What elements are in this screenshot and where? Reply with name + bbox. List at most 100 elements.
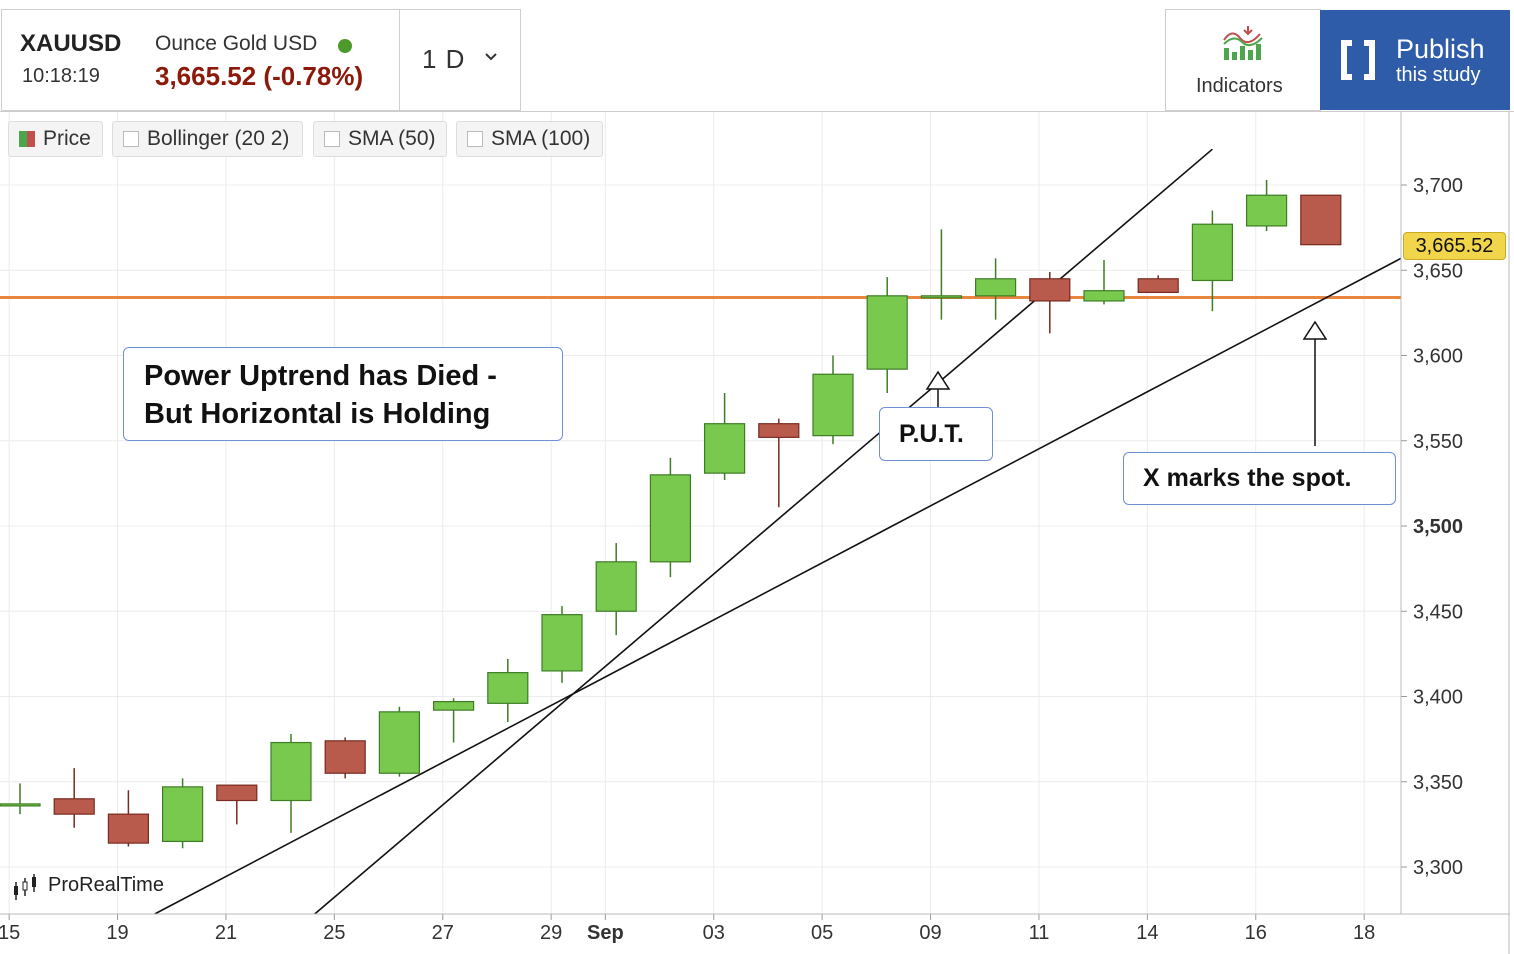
candle-down — [1029, 271, 1071, 334]
candle-down — [324, 737, 366, 779]
candle-body — [107, 813, 150, 844]
candle-body — [649, 474, 692, 563]
chart-grid — [0, 112, 1401, 914]
candle-body — [595, 561, 637, 612]
checkbox-icon[interactable] — [467, 131, 483, 147]
candle-up — [920, 229, 963, 320]
candle-body — [433, 701, 475, 711]
annotation-uptrend-died[interactable]: Power Uptrend has Died - But Horizontal … — [123, 347, 563, 441]
y-tick-label: 3,400 — [1413, 687, 1463, 709]
quote-time: 10:18:19 — [22, 65, 100, 87]
candle-body — [1083, 290, 1125, 302]
legend-label: SMA (100) — [491, 127, 591, 150]
symbol-ticker: XAUUSD — [20, 30, 122, 57]
trendline — [314, 148, 1213, 915]
checkbox-icon[interactable] — [123, 131, 139, 147]
indicators-icon — [1223, 26, 1263, 60]
x-tick-label: 15 — [0, 922, 20, 944]
annotation-text: X marks the spot. — [1143, 464, 1352, 492]
x-tick-label: 27 — [432, 922, 454, 944]
annotation-text: P.U.T. — [899, 420, 964, 448]
candle-up — [541, 606, 583, 683]
candle-body — [541, 614, 583, 672]
x-tick-label: 09 — [919, 922, 941, 944]
x-spot-arrow — [1302, 320, 1328, 446]
candle-up — [703, 393, 746, 480]
candle-down — [216, 784, 258, 825]
last-price-change: 3,665.52 (-0.78%) — [155, 61, 364, 91]
candle-body — [1137, 278, 1179, 294]
x-tick-label: 05 — [811, 922, 833, 944]
trendlines — [154, 148, 1402, 915]
candle-up — [649, 457, 692, 578]
x-tick-label: 18 — [1353, 922, 1375, 944]
annotation-x-marks-spot[interactable]: X marks the spot. — [1123, 452, 1396, 505]
publish-label: Publish — [1396, 34, 1485, 64]
candle-body — [703, 423, 746, 474]
candle-down — [53, 768, 95, 828]
candle-body — [216, 784, 258, 802]
legend-sma-100[interactable]: SMA (100) — [456, 121, 603, 157]
candle-up — [1083, 260, 1125, 305]
put-arrow — [925, 370, 951, 407]
legend-price[interactable]: Price — [8, 121, 103, 157]
y-tick-label: 3,700 — [1413, 175, 1463, 197]
toolbar-divider — [0, 111, 1514, 112]
price-swatch-icon — [19, 131, 35, 147]
x-tick-label: 16 — [1245, 922, 1267, 944]
candle-body — [1029, 278, 1071, 302]
arrow-head-icon — [925, 370, 951, 390]
x-tick-label: 19 — [106, 922, 128, 944]
chevron-down-icon[interactable] — [483, 49, 499, 65]
candle-up — [974, 258, 1017, 320]
legend-label: Bollinger (20 2) — [147, 127, 290, 150]
legend-label: Price — [43, 127, 91, 150]
candle-body — [974, 278, 1017, 297]
candle-up — [378, 706, 420, 777]
current-price-label: 3,665.52 — [1403, 232, 1506, 260]
publish-icon — [1341, 40, 1375, 80]
candlesticks — [0, 179, 1342, 849]
candle-up — [1191, 210, 1234, 312]
annotation-arrows — [925, 320, 1328, 446]
candle-body — [162, 786, 204, 843]
candle-body — [53, 798, 95, 815]
candle-body — [920, 295, 963, 299]
branding-label: ProRealTime — [48, 874, 164, 896]
candle-body — [1245, 194, 1288, 227]
chart-axes: 3,300 3,350 3,400 3,450 3,500 3,550 3,600 3,650… — [0, 112, 1510, 954]
y-tick-label: 3,350 — [1413, 772, 1463, 794]
y-tick-label: 3,450 — [1413, 601, 1463, 623]
candle-down — [758, 418, 800, 508]
top-toolbar: XAUUSD Ounce Gold USD 10:18:19 3,665.52 … — [0, 0, 1514, 112]
annotation-line: Power Uptrend has Died - — [144, 360, 497, 392]
candle-up — [162, 778, 204, 849]
candle-up — [433, 698, 475, 743]
candle-up — [1245, 179, 1288, 232]
timeframe-selector[interactable] — [399, 9, 521, 111]
candle-body — [378, 711, 420, 774]
candle-down — [107, 790, 150, 847]
trendline — [154, 257, 1402, 915]
publish-sublabel: this study — [1396, 64, 1481, 86]
candle-body — [758, 423, 800, 438]
candle-up — [0, 783, 41, 815]
x-tick-label: 25 — [323, 922, 345, 944]
candle-up — [487, 658, 529, 723]
annotation-put[interactable]: P.U.T. — [879, 407, 993, 461]
candle-up — [270, 734, 312, 833]
y-tick-label: 3,550 — [1413, 431, 1463, 453]
candle-body — [1300, 194, 1342, 246]
symbol-info-panel[interactable] — [1, 9, 400, 111]
candle-down — [1137, 275, 1179, 294]
candle-body — [487, 672, 529, 704]
candle-body — [1191, 223, 1234, 282]
y-tick-label: 3,600 — [1413, 346, 1463, 368]
x-tick-label: 03 — [703, 922, 725, 944]
legend-sma-50[interactable]: SMA (50) — [313, 121, 447, 157]
timeframe-value: 1 D — [422, 44, 466, 74]
candle-body — [0, 803, 41, 807]
legend-bollinger[interactable]: Bollinger (20 2) — [112, 121, 303, 157]
publish-study-button[interactable]: Publish this study — [1320, 10, 1510, 110]
checkbox-icon[interactable] — [324, 131, 340, 147]
